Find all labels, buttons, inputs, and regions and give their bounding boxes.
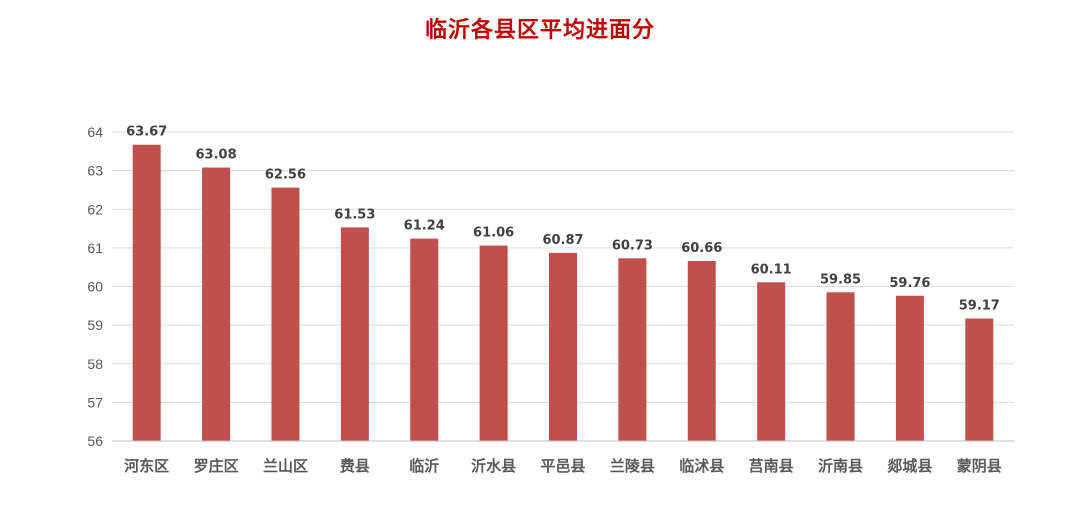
data-label: 59.17 (959, 299, 1000, 314)
data-label: 63.08 (196, 148, 237, 163)
x-tick-label: 河东区 (124, 457, 169, 475)
bars (132, 144, 994, 441)
chart-title: 临沂各县区平均进面分 (424, 18, 655, 43)
bar (132, 144, 161, 441)
bar (895, 295, 924, 441)
y-tick-label: 57 (87, 394, 103, 410)
y-tick-label: 60 (87, 279, 103, 295)
data-label: 60.87 (542, 233, 583, 248)
bar (549, 252, 577, 441)
x-tick-label: 沂南县 (818, 457, 863, 475)
data-label: 60.66 (681, 241, 722, 256)
bar (340, 227, 369, 441)
x-tick-label: 兰陵县 (610, 457, 655, 475)
y-tick-label: 61 (87, 240, 103, 256)
x-tick-label: 临沂 (409, 457, 439, 475)
y-axis-ticks: 56 57 58 59 60 61 62 63 64 (87, 124, 103, 449)
data-label: 59.76 (889, 276, 930, 291)
bar (479, 245, 508, 441)
x-tick-label: 费县 (340, 457, 370, 475)
bar (826, 292, 855, 441)
data-label: 61.53 (334, 207, 375, 222)
x-tick-label: 兰山区 (263, 457, 308, 475)
data-label: 61.24 (404, 219, 445, 234)
bar (271, 187, 300, 441)
data-label: 60.11 (751, 262, 792, 277)
data-label: 62.56 (265, 168, 306, 183)
bar (202, 167, 231, 441)
bar (965, 318, 994, 441)
y-tick-label: 59 (87, 317, 103, 333)
x-tick-label: 郯城县 (887, 457, 932, 475)
bar (618, 258, 647, 441)
y-tick-label: 56 (87, 433, 103, 449)
data-label: 59.85 (820, 272, 861, 287)
x-tick-label: 莒南县 (749, 457, 794, 475)
bar (687, 261, 716, 441)
data-label: 63.67 (126, 125, 167, 140)
y-tick-label: 63 (87, 163, 103, 179)
data-label: 60.73 (612, 238, 653, 253)
y-tick-label: 58 (87, 356, 103, 372)
bar (410, 238, 439, 441)
x-axis-ticks: 河东区 罗庄区 兰山区 费县 临沂 沂水县 平邑县 兰陵县 临沭县 莒南县 沂南县 郯城县 蒙阴县 (124, 457, 1002, 475)
bar (757, 282, 786, 441)
x-tick-label: 罗庄区 (194, 457, 239, 475)
data-labels: 63.67 63.08 62.56 61.53 61.24 61.06 60.87 60.73… (126, 125, 1000, 314)
y-tick-label: 62 (87, 201, 103, 217)
x-tick-label: 沂水县 (471, 457, 516, 475)
x-tick-label: 平邑县 (540, 457, 585, 475)
x-tick-label: 临沭县 (679, 457, 724, 475)
x-tick-label: 蒙阴县 (957, 457, 1002, 475)
data-label: 61.06 (473, 226, 514, 241)
y-tick-label: 64 (87, 124, 103, 140)
